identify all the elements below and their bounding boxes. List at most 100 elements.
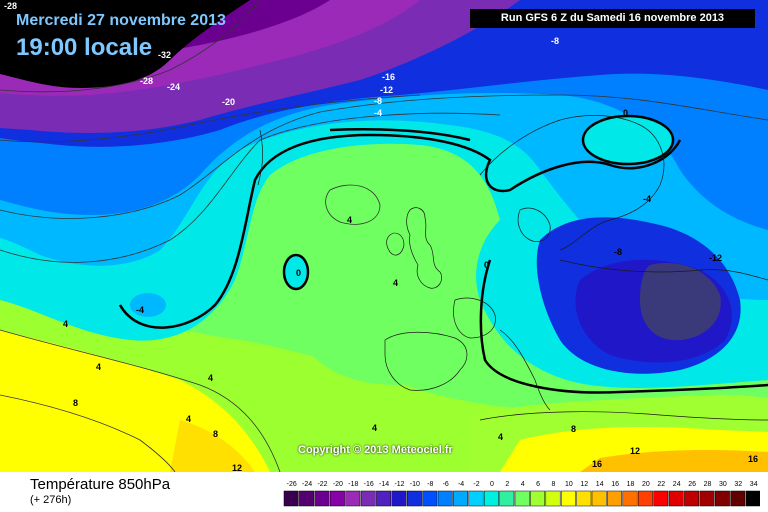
scale-swatch-7 (391, 490, 407, 507)
scale-label-18: 10 (565, 481, 573, 488)
label-1: -32 (158, 50, 171, 60)
scale-swatch-4 (345, 490, 361, 507)
scale-swatch-0 (283, 490, 299, 507)
field-scandi-zero (583, 116, 673, 164)
forecast-hour: 19:00 locale (16, 34, 153, 61)
scale-label-3: -20 (333, 481, 343, 488)
scale-label-4: -18 (348, 481, 358, 488)
scale-swatch-12 (468, 490, 484, 507)
scandinavia-outline (479, 115, 665, 251)
scale-swatch-8 (406, 490, 422, 507)
scale-label-8: -10 (410, 481, 420, 488)
field-atlantic-minus4 (130, 293, 166, 317)
scale-label-23: 20 (642, 481, 650, 488)
scale-label-9: -8 (427, 481, 433, 488)
field-atlantic-zero (284, 255, 308, 289)
label-19: 4 (63, 319, 68, 329)
scale-swatch-13 (483, 490, 499, 507)
scale-swatch-10 (437, 490, 453, 507)
field-east-core (640, 263, 721, 341)
scale-label-0: -26 (287, 481, 297, 488)
field-12-sw (170, 420, 255, 472)
scale-label-10: -6 (443, 481, 449, 488)
label-22: 4 (186, 414, 191, 424)
scale-swatch-2 (314, 490, 330, 507)
field-black-greenland (0, 0, 250, 88)
scale-label-11: -4 (458, 481, 464, 488)
label-14: -4 (136, 305, 144, 315)
scale-swatch-6 (376, 490, 392, 507)
label-17: -4 (643, 194, 651, 204)
scale-label-30: 34 (750, 481, 758, 488)
label-30: 16 (592, 459, 602, 469)
scale-label-26: 26 (688, 481, 696, 488)
label-25: 8 (213, 429, 218, 439)
label-6: -12 (380, 85, 393, 95)
ireland-outline (386, 232, 405, 256)
isotherm-zero-atlantic (282, 253, 310, 291)
scale-label-19: 12 (580, 481, 588, 488)
scale-label-29: 32 (734, 481, 742, 488)
scale-label-6: -14 (379, 481, 389, 488)
label-29: 12 (630, 446, 640, 456)
field-se-orange (580, 450, 768, 472)
scale-swatch-18 (560, 490, 576, 507)
italy-outline (499, 329, 551, 411)
label-27: 4 (498, 432, 503, 442)
label-26: 12 (232, 463, 242, 472)
label-8: -4 (374, 108, 382, 118)
scale-swatch-15 (514, 490, 530, 507)
forecast-date: Mercredi 27 novembre 2013 (16, 12, 226, 29)
scale-swatch-23 (637, 490, 653, 507)
map-svg: -28 -32 -28 -24 -20 -16 -12 -8 -4 -8 0 4… (0, 0, 768, 472)
scale-label-16: 6 (536, 481, 540, 488)
scale-swatch-9 (422, 490, 438, 507)
scale-label-21: 16 (611, 481, 619, 488)
isotherm-zero (118, 128, 768, 394)
label-20: 4 (96, 362, 101, 372)
scale-swatch-27 (699, 490, 715, 507)
label-12: 0 (296, 268, 301, 278)
temperature-map: -28 -32 -28 -24 -20 -16 -12 -8 -4 -8 0 4… (0, 0, 768, 472)
label-23: 8 (73, 398, 78, 408)
iceland-outline (257, 129, 263, 186)
scale-swatch-29 (730, 490, 746, 507)
scale-swatch-14 (499, 490, 515, 507)
great-britain-outline (406, 207, 443, 289)
scale-label-2: -22 (317, 481, 327, 488)
isotherm-labels-dark: 0 4 0 0 -4 -8 -12 -4 4 4 4 4 4 8 4 8 12 … (63, 108, 758, 472)
label-2: -28 (140, 76, 153, 86)
scale-swatch-20 (591, 490, 607, 507)
label-0: -28 (4, 1, 17, 11)
scale-swatch-28 (714, 490, 730, 507)
label-5: -16 (382, 72, 395, 82)
thin-isotherms (0, 0, 768, 472)
field-europe-green (261, 156, 485, 385)
legend-subtitle: (+ 276h) (30, 494, 72, 506)
label-24: 4 (372, 423, 377, 433)
scale-label-13: 0 (490, 481, 494, 488)
label-9: -8 (551, 36, 559, 46)
legend-title: Température 850hPa (30, 476, 171, 493)
color-scale: -26 -24 -22 -20 -18 -16 -14 -12 -10 -8 -6 -4 -2 0 2 4 6 8… (283, 481, 760, 507)
scale-label-28: 30 (719, 481, 727, 488)
run-info-box: Run GFS 6 Z du Samedi 16 novembre 2013 (470, 9, 755, 28)
scale-label-27: 28 (704, 481, 712, 488)
label-10: 0 (623, 108, 628, 118)
scale-label-12: -2 (473, 481, 479, 488)
copyright-text: Copyright © 2013 Meteociel.fr (298, 444, 453, 456)
label-28: 8 (571, 424, 576, 434)
scale-swatch-22 (622, 490, 638, 507)
scale-swatch-30 (745, 490, 760, 507)
scale-label-24: 22 (657, 481, 665, 488)
mediterranean-south (479, 411, 768, 421)
scale-label-14: 2 (505, 481, 509, 488)
scale-label-15: 4 (521, 481, 525, 488)
scale-swatch-3 (329, 490, 345, 507)
scale-swatch-26 (684, 490, 700, 507)
scale-swatch-1 (299, 490, 315, 507)
east-europe-border (559, 259, 768, 281)
label-15: -8 (614, 247, 622, 257)
scale-swatch-5 (360, 490, 376, 507)
